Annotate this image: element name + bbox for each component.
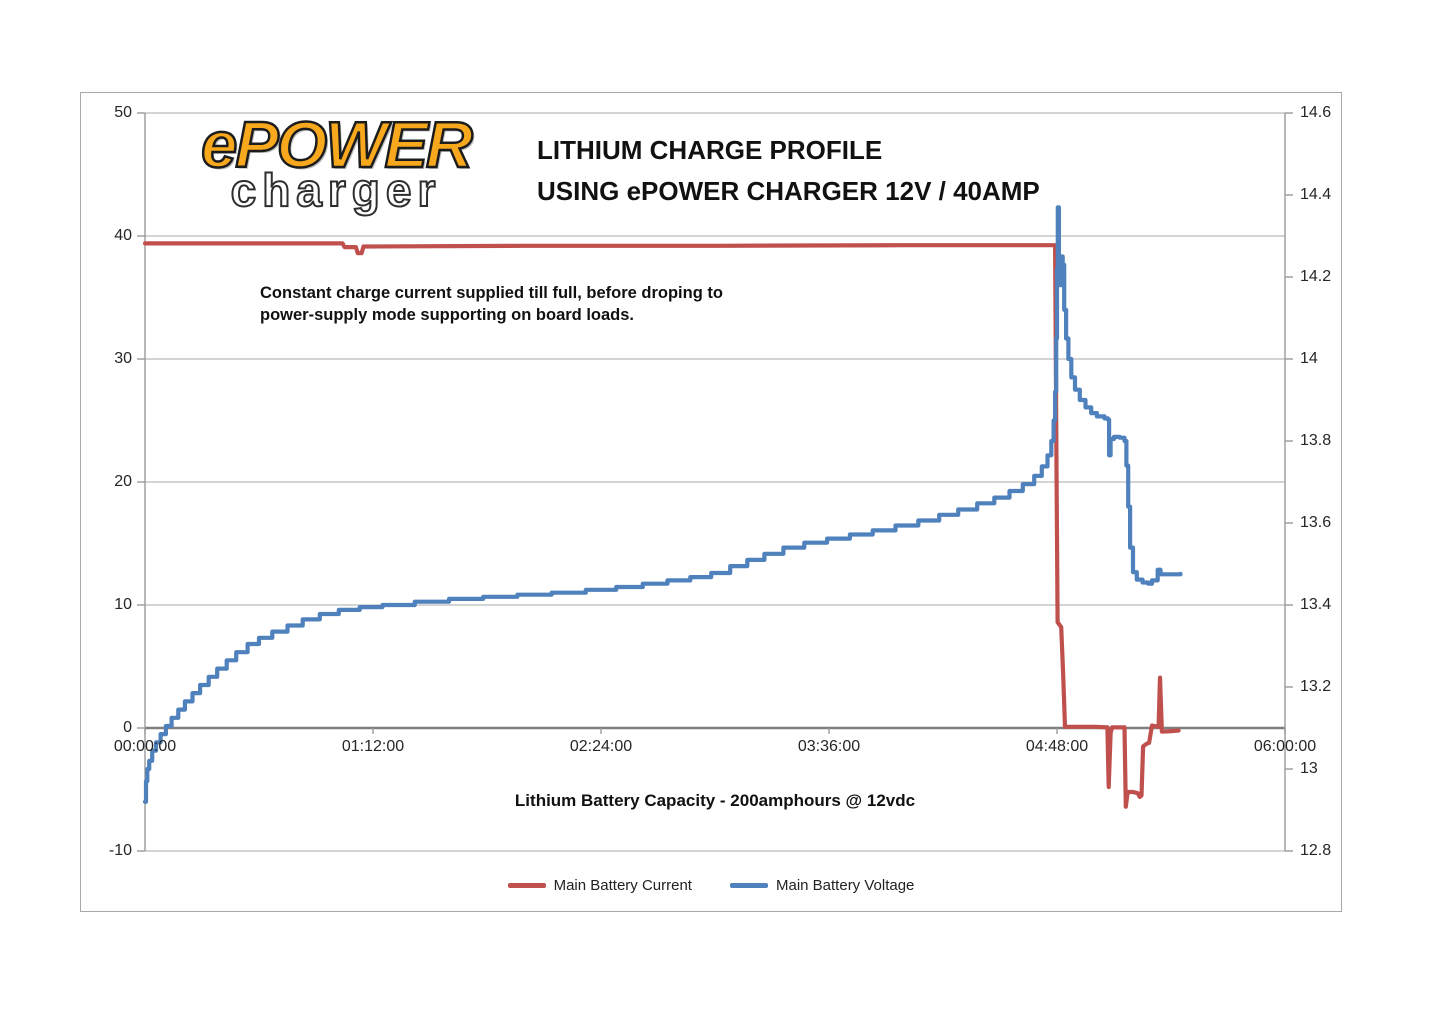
- left-axis-tick-label: 10: [114, 596, 132, 613]
- voltage-series-line: [142, 205, 1183, 804]
- right-axis-tick-label: 14: [1300, 350, 1318, 367]
- right-axis-tick-label: 14.2: [1300, 268, 1332, 285]
- left-axis-tick-label: 40: [114, 227, 132, 244]
- right-axis-tick-label: 13: [1300, 760, 1318, 777]
- left-axis-tick-label: 30: [114, 350, 132, 367]
- time-axis-tick-label: 04:48:00: [1025, 738, 1089, 755]
- logo-epower-text: ePOWER: [200, 108, 474, 181]
- x-axis-caption: Lithium Battery Capacity - 200amphours @…: [514, 791, 916, 810]
- figure-border: [80, 92, 1342, 912]
- legend-item-current: Main Battery Current: [507, 877, 692, 894]
- time-axis-tick-label: 01:12:00: [341, 738, 405, 755]
- right-axis-tick-label: 13.4: [1300, 596, 1332, 613]
- chart-title-line1: LITHIUM CHARGE PROFILE: [537, 135, 883, 165]
- current-series-line: [142, 241, 1181, 809]
- time-axis-tick-label: 03:36:00: [797, 738, 861, 755]
- right-axis-tick-label: 14.4: [1300, 186, 1332, 203]
- time-axis-tick-label: 00:00:00: [113, 738, 177, 755]
- plot-area: [137, 112, 1293, 852]
- annotation-line2: power-supply mode supporting on board lo…: [260, 306, 635, 324]
- right-axis-tick-label: 13.2: [1300, 678, 1332, 695]
- chart-title: LITHIUM CHARGE PROFILE USING ePOWER CHAR…: [537, 130, 1040, 212]
- time-axis-tick-label: 06:00:00: [1253, 738, 1317, 755]
- voltage-series-swatch: [729, 883, 768, 888]
- annotation-line1: Constant charge current supplied till fu…: [260, 284, 723, 302]
- legend-label-current: Main Battery Current: [553, 877, 692, 894]
- right-axis-tick-label: 13.6: [1300, 514, 1332, 531]
- chart-legend: Main Battery Current Main Battery Voltag…: [80, 877, 1342, 894]
- chart-title-line2: USING ePOWER CHARGER 12V / 40AMP: [537, 176, 1040, 206]
- current-series-swatch: [507, 883, 546, 888]
- right-axis-tick-label: 13.8: [1300, 432, 1332, 449]
- logo-charger-text: charger: [230, 164, 442, 216]
- chart-annotation: Constant charge current supplied till fu…: [260, 282, 723, 326]
- legend-label-voltage: Main Battery Voltage: [775, 877, 915, 894]
- left-axis-tick-label: 0: [123, 719, 132, 736]
- time-axis-tick-label: 02:24:00: [569, 738, 633, 755]
- legend-item-voltage: Main Battery Voltage: [729, 877, 915, 894]
- left-axis-tick-label: -10: [108, 842, 132, 859]
- epower-charger-logo: ePOWER charger: [148, 108, 524, 216]
- right-axis-tick-label: 12.8: [1300, 842, 1332, 859]
- left-axis-tick-label: 20: [114, 473, 132, 490]
- right-axis-tick-label: 14.6: [1300, 104, 1332, 121]
- left-axis-tick-label: 50: [114, 104, 132, 121]
